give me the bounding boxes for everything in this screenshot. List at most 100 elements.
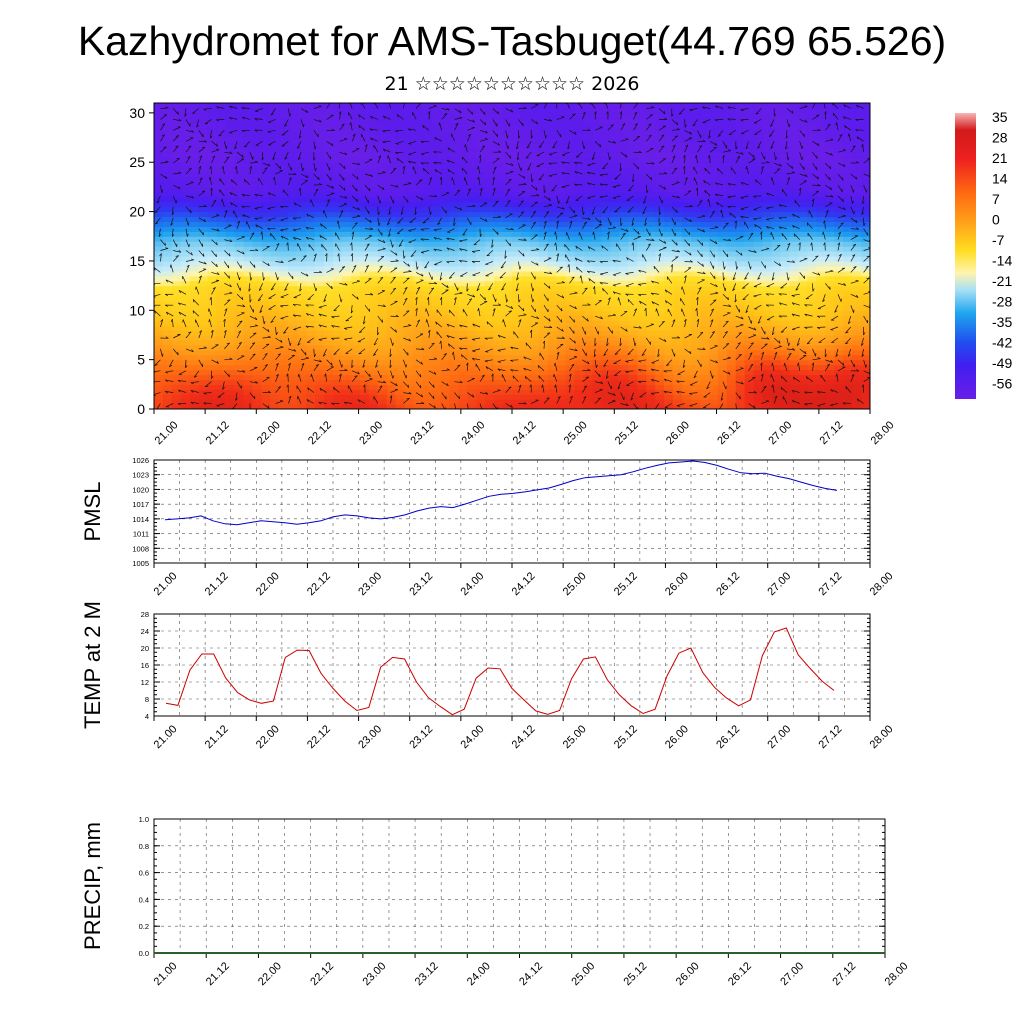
heatmap-cell xyxy=(762,127,773,134)
heatmap-cell xyxy=(762,152,773,158)
heatmap-cell xyxy=(404,112,415,119)
heatmap-cell xyxy=(234,167,245,173)
heatmap-cell xyxy=(637,162,647,168)
heatmap-cell xyxy=(762,325,773,331)
heatmap-cell xyxy=(717,216,728,223)
heatmap-cell xyxy=(171,339,182,346)
heatmap-cell xyxy=(699,196,710,203)
heatmap-cell xyxy=(843,122,853,129)
heatmap-cell xyxy=(216,300,227,306)
heatmap-cell xyxy=(404,107,415,114)
heatmap-cell xyxy=(565,112,576,119)
heatmap-cell xyxy=(619,364,629,371)
heatmap-cell xyxy=(691,270,701,277)
heatmap-cell xyxy=(216,251,227,257)
heatmap-cell xyxy=(306,339,316,346)
heatmap-cell xyxy=(476,103,486,109)
heatmap-cell xyxy=(395,196,406,203)
heatmap-cell xyxy=(333,275,343,282)
heatmap-cell xyxy=(646,374,656,380)
heatmap-cell xyxy=(816,103,826,109)
heatmap-cell xyxy=(207,295,218,302)
heatmap-cell xyxy=(359,107,370,114)
heatmap-cell xyxy=(404,206,415,213)
heatmap-cell xyxy=(834,359,844,366)
heatmap-cell xyxy=(699,107,710,114)
heatmap-cell xyxy=(691,394,701,400)
heatmap-cell xyxy=(699,186,710,193)
heatmap-cell xyxy=(404,216,415,223)
heatmap-cell xyxy=(198,354,209,361)
heatmap-cell xyxy=(565,206,576,213)
heatmap-cell xyxy=(655,103,665,109)
heatmap-cell xyxy=(467,162,477,168)
heatmap-cell xyxy=(270,344,280,351)
heatmap-cell xyxy=(574,310,585,316)
heatmap-cell xyxy=(601,389,612,395)
heatmap-cell xyxy=(377,172,388,178)
heatmap-cell xyxy=(682,260,692,267)
heatmap-cell xyxy=(717,142,728,149)
heatmap-cell xyxy=(252,177,262,183)
heatmap-cell xyxy=(682,394,692,400)
heatmap-cell xyxy=(717,404,728,409)
heatmap-cell xyxy=(807,201,817,208)
heatmap-cell xyxy=(726,231,737,237)
heatmap-cell xyxy=(503,142,513,149)
heatmap-cell xyxy=(324,315,334,321)
heatmap-cell xyxy=(368,270,379,277)
wind-arrow-head xyxy=(154,284,156,286)
heatmap-cell xyxy=(843,226,853,232)
heatmap-cell xyxy=(744,216,755,223)
heatmap-cell xyxy=(350,211,361,218)
heatmap-cell xyxy=(619,404,629,409)
heatmap-cell xyxy=(538,275,549,282)
heatmap-cell xyxy=(771,310,782,316)
heatmap-cell xyxy=(807,181,817,188)
heatmap-cell xyxy=(529,191,540,198)
heatmap-cell xyxy=(556,315,567,321)
heatmap-cell xyxy=(699,127,710,134)
heatmap-cell xyxy=(753,181,764,188)
heatmap-cell xyxy=(386,216,397,223)
heatmap-cell xyxy=(413,201,424,208)
heatmap-cell xyxy=(180,236,191,242)
heatmap-cell xyxy=(189,241,200,247)
heatmap-cell xyxy=(529,325,540,331)
heatmap-cell xyxy=(395,275,406,282)
heatmap-cell xyxy=(180,300,191,306)
heatmap-cell xyxy=(843,290,853,297)
heatmap-cell xyxy=(467,379,477,385)
heatmap-cell xyxy=(395,364,406,371)
heatmap-cell xyxy=(861,315,870,321)
heatmap-cell xyxy=(243,122,254,129)
heatmap-cell xyxy=(449,162,459,168)
heatmap-cell xyxy=(753,177,764,183)
heatmap-cell xyxy=(852,364,862,371)
heatmap-cell xyxy=(386,404,397,409)
heatmap-cell xyxy=(691,177,701,183)
heatmap-cell xyxy=(243,339,254,346)
heatmap-cell xyxy=(529,231,540,237)
heatmap-cell xyxy=(368,186,379,193)
heatmap-cell xyxy=(189,122,200,129)
heatmap-cell xyxy=(664,162,674,168)
heatmap-cell xyxy=(708,285,719,292)
heatmap-cell xyxy=(592,152,603,158)
heatmap-cell xyxy=(252,325,262,331)
heatmap-cell xyxy=(494,260,504,267)
heatmap-cell xyxy=(404,379,415,385)
heatmap-cell xyxy=(377,280,388,287)
heatmap-cell xyxy=(565,186,576,193)
heatmap-cell xyxy=(324,221,334,227)
heatmap-cell xyxy=(377,290,388,297)
heatmap-cell xyxy=(368,399,379,405)
heatmap-cell xyxy=(574,226,585,232)
heatmap-cell xyxy=(243,216,254,223)
wind-arrow-head xyxy=(165,106,169,109)
heatmap-cell xyxy=(771,127,782,134)
heatmap-cell xyxy=(503,389,513,395)
heatmap-cell xyxy=(699,320,710,326)
heatmap-cell xyxy=(708,339,719,346)
heatmap-cell xyxy=(306,260,316,267)
